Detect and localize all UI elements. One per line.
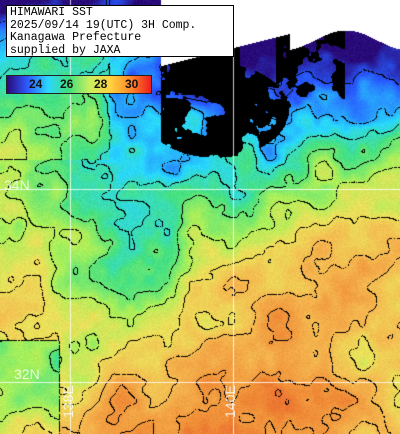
legend-tick-28: 28	[94, 77, 108, 91]
lat-label-32n: 32N	[14, 366, 40, 382]
legend-color-bar	[7, 76, 151, 93]
temperature-legend: 24 26 28 30	[6, 75, 152, 94]
title-line-2: 2025/09/14 19(UTC) 3H Comp.	[10, 18, 197, 32]
title-line-3: Kanagawa Prefecture	[10, 31, 142, 45]
legend-tick-24: 24	[29, 77, 43, 91]
map-title-box: HIMAWARI SST 2025/09/14 19(UTC) 3H Comp.…	[6, 5, 234, 57]
lon-label-140e: 140E	[222, 385, 238, 418]
title-line-4: supplied by JAXA	[10, 43, 121, 57]
lon-label-138e: 138E	[60, 385, 76, 418]
legend-tick-26: 26	[60, 77, 74, 91]
lat-label-34n: 34N	[4, 177, 30, 193]
legend-tick-30: 30	[125, 77, 139, 91]
title-line-1: HIMAWARI SST	[10, 6, 93, 19]
